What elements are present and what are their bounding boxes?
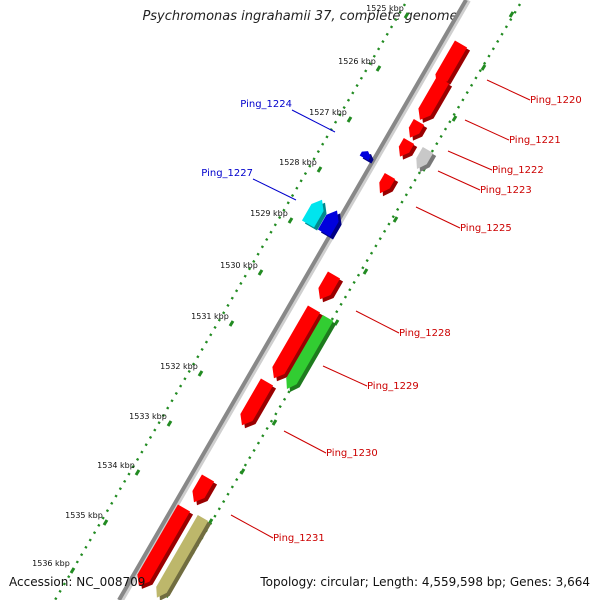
gene-label[interactable]: Ping_1222: [492, 165, 544, 176]
cds-ping-1232[interactable]: [137, 504, 191, 586]
gene-leader-line: [322, 365, 368, 387]
gene-label[interactable]: Ping_1229: [367, 381, 419, 392]
outer-major-tick: [508, 11, 515, 18]
outer-major-tick: [480, 64, 487, 71]
tick-label: 1525 kbp: [366, 4, 404, 13]
outer-major-tick: [362, 268, 369, 275]
gene-label[interactable]: Ping_1220: [530, 95, 582, 106]
gene-leader-line: [252, 178, 297, 201]
cds-ping-1227[interactable]: [301, 199, 324, 228]
gene-label[interactable]: Ping_1231: [273, 533, 325, 544]
inner-major-tick: [197, 370, 204, 377]
cds-ping-1226[interactable]: [317, 210, 339, 237]
inner-tick-ring: [53, 3, 407, 600]
outer-tick-ring: [163, 3, 522, 600]
gene-label[interactable]: Ping_1225: [460, 223, 512, 234]
cds-grey[interactable]: [416, 146, 434, 170]
gene-leader-line: [355, 310, 400, 334]
tick-label: 1535 kbp: [65, 511, 103, 520]
cds-ping-1223[interactable]: [398, 137, 415, 157]
inner-major-tick: [134, 469, 141, 476]
cds-ping-1221[interactable]: [418, 76, 450, 120]
tick-labels: 1525 kbp 1526 kbp 1527 kbp 1528 kbp 1529 kbp…: [32, 4, 404, 568]
tick-label: 1527 kbp: [309, 108, 347, 117]
gene-label[interactable]: Ping_1228: [399, 328, 451, 339]
inner-major-tick: [166, 420, 173, 427]
tick-label: 1532 kbp: [160, 362, 198, 371]
gene-leader-line: [230, 514, 274, 539]
cds-khaki[interactable]: [156, 514, 209, 598]
cds-ping-1230[interactable]: [240, 378, 274, 426]
genome-backbone: [117, 0, 468, 600]
tick-label: 1529 kbp: [250, 209, 288, 218]
gene-leader-line: [464, 119, 510, 141]
cds-ping-1228[interactable]: [318, 271, 341, 300]
tick-label: 1531 kbp: [191, 312, 229, 321]
gene-leader-line: [437, 170, 481, 191]
tick-label: 1530 kbp: [220, 261, 258, 270]
gene-labels: Ping_1220 Ping_1221 Ping_1222 Ping_1223 Ping…: [201, 79, 582, 544]
gene-leader-line: [415, 206, 461, 229]
outer-major-tick: [451, 115, 458, 122]
genome-summary: Topology: circular; Length: 4,559,598 bp…: [260, 575, 590, 589]
map-title: Psychromonas ingrahamii 37, complete gen…: [142, 9, 458, 24]
gene-label[interactable]: Ping_1227: [201, 168, 253, 179]
cds-features: [137, 40, 471, 600]
tick-label: 1534 kbp: [97, 461, 135, 470]
accession-label: Accession: NC_008709: [9, 575, 146, 589]
tick-label: 1526 kbp: [338, 57, 376, 66]
inner-major-tick: [69, 567, 76, 574]
inner-major-tick: [287, 217, 294, 224]
tick-label: 1536 kbp: [32, 559, 70, 568]
cds-ping-1229[interactable]: [286, 314, 334, 389]
gene-label[interactable]: Ping_1223: [480, 185, 532, 196]
outer-major-tick: [239, 468, 246, 475]
inner-major-tick: [375, 65, 382, 72]
gene-leader-line: [283, 430, 327, 454]
gene-label[interactable]: Ping_1230: [326, 448, 378, 459]
inner-major-tick: [346, 116, 353, 123]
gene-leader-line: [447, 150, 493, 171]
cds-ping-1231[interactable]: [192, 474, 215, 503]
inner-major-tick: [228, 320, 235, 327]
cds-ping-1225[interactable]: [379, 172, 396, 194]
major-ticks: [69, 11, 515, 574]
cds-ping-1224[interactable]: [359, 151, 371, 161]
gene-label[interactable]: Ping_1221: [509, 135, 561, 146]
tick-label: 1533 kbp: [129, 412, 167, 421]
tick-label: 1528 kbp: [279, 158, 317, 167]
inner-major-tick: [257, 269, 264, 276]
cds-ping-1229-upstream[interactable]: [272, 305, 321, 379]
gene-leader-line: [486, 79, 531, 101]
gene-label[interactable]: Ping_1224: [240, 99, 292, 110]
outer-major-tick: [271, 419, 278, 426]
cds-ping-1222[interactable]: [408, 118, 425, 138]
inner-major-tick: [102, 519, 109, 526]
inner-major-tick: [316, 166, 323, 173]
gene-leader-line: [291, 109, 336, 133]
outer-major-tick: [392, 216, 399, 223]
cds-ping-1220[interactable]: [435, 40, 468, 86]
inner-major-tick: [403, 12, 410, 19]
